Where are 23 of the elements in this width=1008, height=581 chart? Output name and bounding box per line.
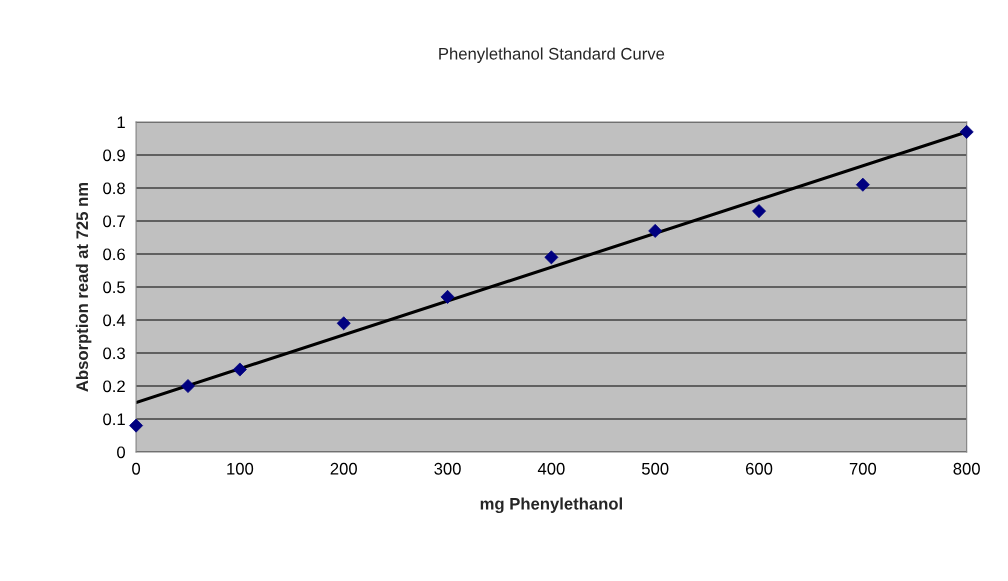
x-tick-label: 100 (227, 462, 254, 475)
x-axis-title: mg Phenylethanol (480, 497, 622, 514)
y-axis-title: Absorption read at 725 nm (75, 182, 92, 392)
x-tick-label: 700 (849, 462, 877, 475)
y-tick-label: 0 (117, 446, 126, 459)
y-tick-label: 0.2 (103, 380, 125, 393)
y-tick-label: 0.3 (103, 347, 125, 360)
x-tick-label: 200 (330, 462, 357, 475)
y-tick-label: 0.5 (103, 281, 125, 294)
y-tick-label: 0.4 (103, 314, 126, 327)
x-tick-label: 0 (132, 462, 141, 475)
x-tick-label: 800 (953, 462, 980, 475)
x-tick-label: 300 (434, 462, 461, 475)
x-tick-label: 400 (537, 462, 565, 475)
y-tick-label: 0.6 (103, 248, 125, 261)
x-tick-label: 500 (641, 462, 669, 475)
x-tick-label: 600 (745, 462, 773, 475)
y-tick-label: 0.1 (103, 413, 125, 426)
y-tick-label: 1 (117, 116, 125, 129)
y-tick-label: 0.8 (103, 182, 125, 195)
y-tick-label: 0.7 (103, 215, 125, 228)
y-tick-label: 0.9 (103, 149, 125, 162)
chart-title: Phenylethanol Standard Curve (439, 47, 665, 63)
